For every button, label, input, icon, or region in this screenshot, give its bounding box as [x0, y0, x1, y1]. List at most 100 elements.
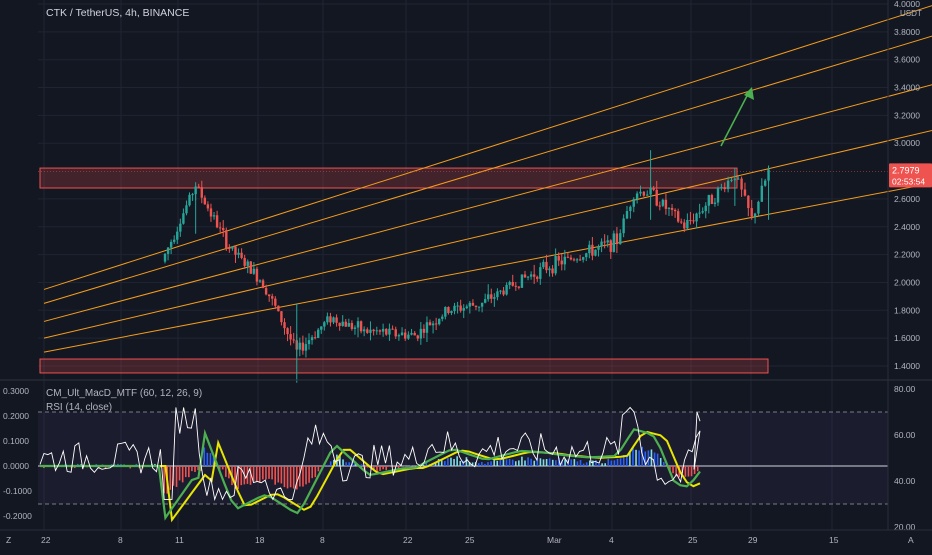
candle [395, 329, 397, 336]
candle [597, 246, 599, 250]
macd-hist-bar [577, 461, 579, 466]
time-tick-label: 11 [175, 535, 184, 545]
candle [643, 192, 645, 196]
time-tick-label: 15 [829, 535, 839, 545]
macd-hist-bar [389, 466, 391, 467]
candle [323, 322, 325, 326]
macd-hist-bar [478, 463, 480, 466]
macd-hist-bar [456, 456, 458, 466]
macd-hist-bar [518, 460, 520, 466]
candle [730, 180, 732, 181]
candle [379, 330, 381, 331]
rsi-tick-label: 60.00 [894, 430, 916, 440]
macd-hist-bar [296, 466, 298, 489]
macd-hist-bar [191, 466, 193, 471]
macd-hist-bar [447, 458, 449, 466]
candle [447, 307, 449, 313]
candle [740, 179, 742, 190]
macd-tick-label: 0.1000 [3, 436, 29, 446]
candle [484, 299, 486, 303]
candle [536, 277, 538, 279]
candle [524, 274, 526, 277]
macd-indicator-label[interactable]: CM_Ult_MacD_MTF (60, 12, 26, 9) [46, 388, 202, 399]
price-tick-label: 3.4000 [894, 83, 920, 93]
candle [720, 187, 722, 188]
macd-hist-bar [672, 466, 674, 473]
candle [376, 330, 378, 331]
candle [508, 282, 510, 285]
macd-hist-bar [182, 466, 184, 482]
macd-hist-bar [481, 462, 483, 466]
candle [354, 328, 356, 329]
macd-hist-bar [598, 464, 600, 466]
macd-hist-bar [262, 466, 264, 479]
candle [698, 213, 700, 214]
candle [600, 242, 602, 247]
candle [265, 288, 267, 294]
macd-hist-bar [284, 466, 286, 487]
rsi-indicator-label[interactable]: RSI (14, close) [46, 402, 112, 413]
candle [683, 222, 685, 228]
candle [610, 240, 612, 252]
candle [761, 186, 763, 202]
candle [554, 256, 556, 273]
rsi-tick-label: 80.00 [894, 384, 916, 394]
candle [573, 259, 575, 260]
candle [453, 306, 455, 311]
candle [407, 335, 409, 339]
macd-hist-bar [327, 465, 329, 466]
macd-hist-bar [490, 461, 492, 466]
macd-hist-bar [685, 466, 687, 477]
macd-hist-bar [493, 460, 495, 466]
candle [280, 311, 282, 322]
candle [167, 248, 169, 254]
candle [250, 261, 252, 273]
macd-hist-bar [176, 466, 178, 487]
macd-hist-bar [268, 466, 270, 479]
candle [512, 282, 514, 286]
last-price-value: 2.7979 [892, 165, 920, 175]
candle [292, 339, 294, 340]
macd-hist-bar [503, 458, 505, 466]
macd-hist-bar [543, 459, 545, 466]
price-tick-label: 2.0000 [894, 277, 920, 287]
candle [426, 322, 428, 333]
candle [243, 258, 245, 266]
candle [518, 286, 520, 287]
candle [588, 245, 590, 253]
candle [764, 181, 766, 186]
time-tick-label: 8 [118, 535, 123, 545]
candle [450, 311, 452, 313]
candle [744, 190, 746, 196]
macd-hist-bar [506, 459, 508, 466]
candle [659, 206, 661, 207]
candle [475, 306, 477, 307]
macd-hist-bar [345, 462, 347, 466]
macd-hist-bar [601, 463, 603, 466]
candle [737, 179, 739, 180]
macd-hist-bar [179, 466, 181, 480]
macd-hist-bar [450, 458, 452, 466]
macd-hist-bar [466, 457, 468, 466]
price-tick-label: 3.8000 [894, 27, 920, 37]
candle [570, 258, 572, 260]
candle [342, 322, 344, 326]
candle [305, 344, 307, 351]
candle [283, 322, 285, 328]
macd-hist-bar [382, 466, 384, 469]
macd-hist-bar [632, 448, 634, 466]
price-tick-label: 1.6000 [894, 333, 920, 343]
macd-hist-bar [691, 466, 693, 476]
candle [692, 220, 694, 221]
macd-hist-bar [188, 466, 190, 477]
macd-hist-bar [604, 463, 606, 466]
candle [228, 248, 230, 249]
candle [329, 316, 331, 322]
candle [372, 330, 374, 331]
candle [311, 337, 313, 340]
macd-hist-bar [342, 459, 344, 466]
macd-hist-bar [305, 466, 307, 484]
candle [493, 297, 495, 299]
